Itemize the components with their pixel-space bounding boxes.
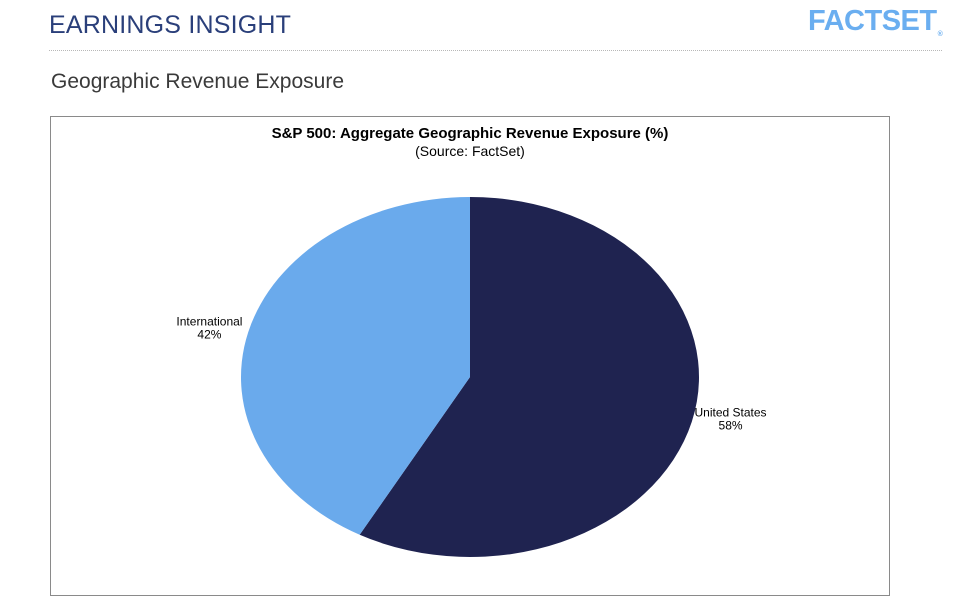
section-title: Geographic Revenue Exposure [51,70,345,93]
pie-label-value: 42% [197,328,221,342]
page-title: EARNINGS INSIGHT [49,11,292,39]
pie-slice-united-states [359,197,699,557]
chart-title: S&P 500: Aggregate Geographic Revenue Ex… [272,125,669,142]
registered-mark: ® [937,31,943,38]
factset-logo: FACTSET® [808,5,943,38]
pie-slice-international [240,197,470,535]
header-divider [49,50,942,51]
pie-label-name: United States [695,405,767,419]
pie-label-name: International [176,315,242,329]
pie-label-value: 58% [719,418,743,432]
chart-subtitle: (Source: FactSet) [415,143,525,159]
logo-text: FACTSET [808,5,937,37]
